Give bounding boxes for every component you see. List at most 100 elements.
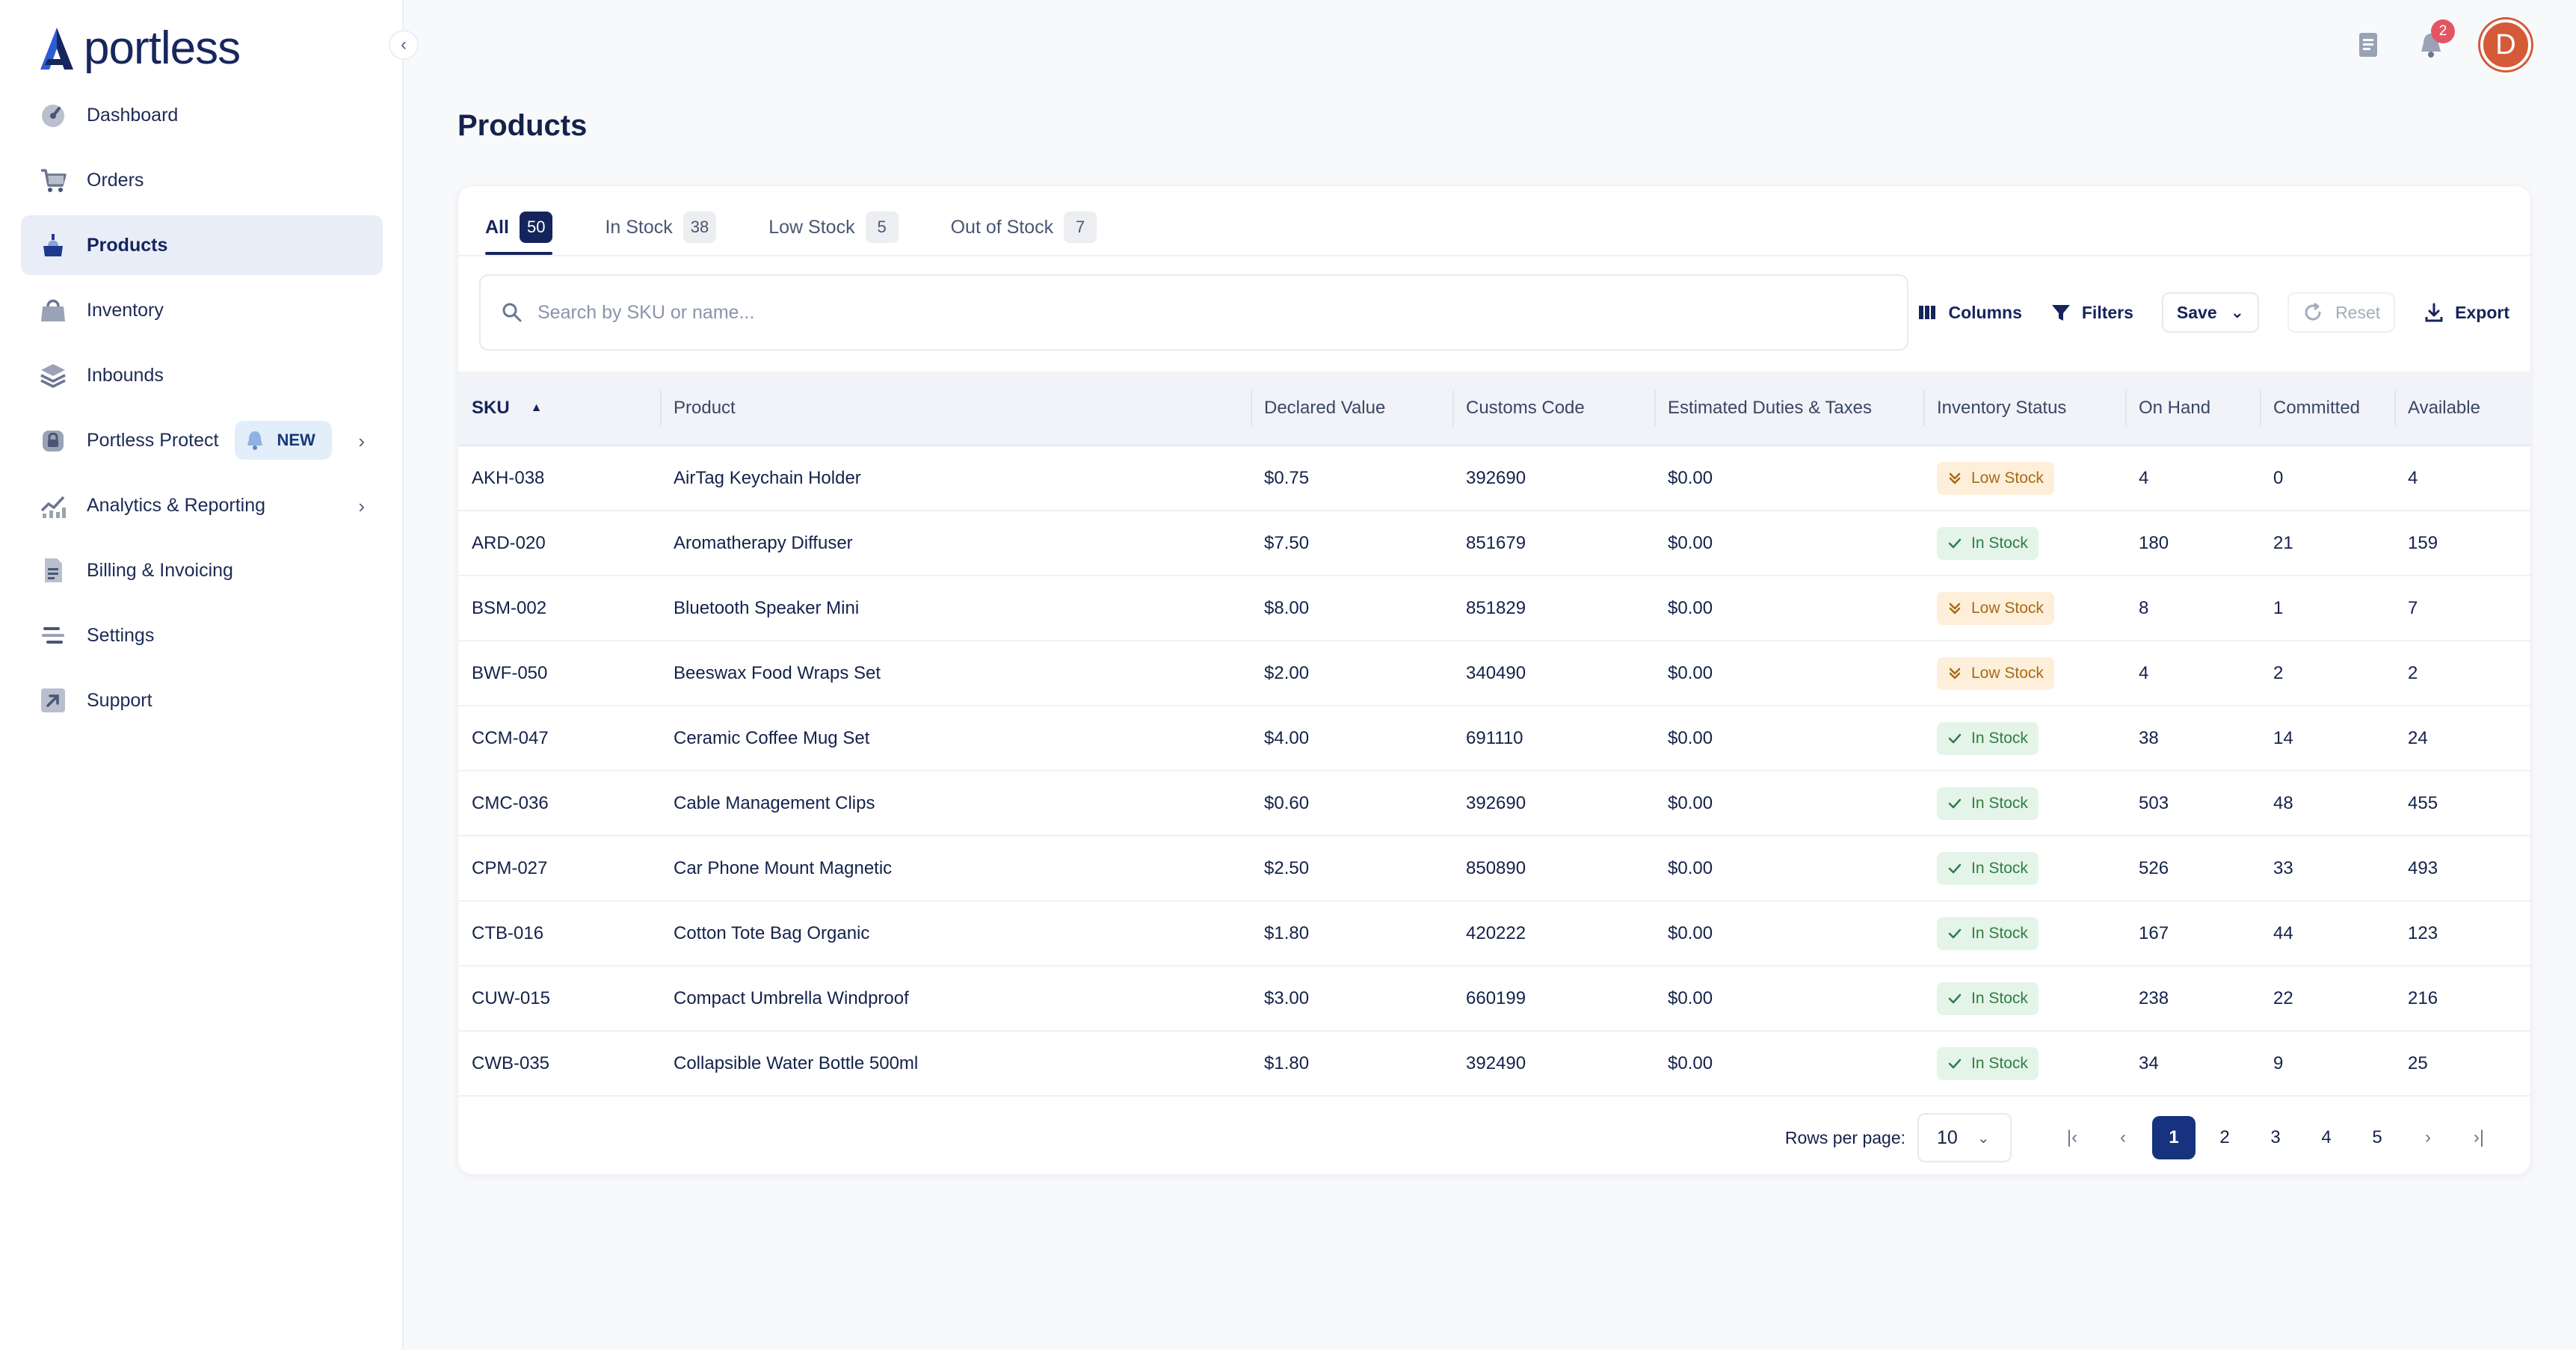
search-box xyxy=(479,274,1908,351)
column-header-customs-code[interactable]: Customs Code xyxy=(1452,371,1654,446)
available-cell: 25 xyxy=(2408,1052,2428,1073)
sku-cell: BWF-050 xyxy=(472,662,548,683)
sidebar-item-analytics-reporting[interactable]: Analytics & Reporting › xyxy=(21,475,383,535)
tab-low-stock[interactable]: Low Stock 5 xyxy=(768,203,899,252)
sidebar-item-label: Inventory xyxy=(87,299,164,321)
next-page-button[interactable]: › xyxy=(2406,1116,2450,1159)
sidebar-collapse-button[interactable]: ‹ xyxy=(389,30,419,60)
tab-out-of-stock[interactable]: Out of Stock 7 xyxy=(951,203,1097,252)
available-cell: 159 xyxy=(2408,532,2438,553)
table-row[interactable]: BWF-050 Beeswax Food Wraps Set $2.00 340490… xyxy=(458,641,2530,706)
rows-per-page-select[interactable]: 10 ⌄ xyxy=(1917,1113,2012,1162)
duties-cell: $0.00 xyxy=(1668,532,1713,553)
reset-icon xyxy=(2305,302,2321,321)
first-page-button[interactable]: |‹ xyxy=(2050,1116,2094,1159)
table-row[interactable]: ARD-020 Aromatherapy Diffuser $7.50 851679 $… xyxy=(458,511,2530,576)
sidebar-item-settings[interactable]: Settings xyxy=(21,605,383,665)
sidebar-item-billing-invoicing[interactable]: Billing & Invoicing xyxy=(21,540,383,600)
columns-button[interactable]: Columns xyxy=(1917,302,2022,323)
column-header-inventory-status[interactable]: Inventory Status xyxy=(1923,371,2125,446)
committed-cell: 48 xyxy=(2273,792,2293,813)
column-header-product[interactable]: Product xyxy=(660,371,1251,446)
notifications-button[interactable]: 2 xyxy=(2416,19,2455,60)
chevron-down-icon: ⌄ xyxy=(1976,1129,1990,1147)
previous-page-button[interactable]: ‹ xyxy=(2101,1116,2145,1159)
check-icon xyxy=(1948,928,1962,938)
column-header-committed[interactable]: Committed xyxy=(2260,371,2394,446)
column-header-declared-value[interactable]: Declared Value xyxy=(1251,371,1452,446)
status-label: In Stock xyxy=(1971,729,2028,747)
sku-cell: BSM-002 xyxy=(472,597,547,618)
products-card: All 50 In Stock 38 Low Stock 5 Out of St… xyxy=(457,185,2531,1175)
pagination: Rows per page: 10 ⌄ |‹ ‹ 1 2 3 4 5 › ›| xyxy=(1785,1113,2500,1162)
committed-cell: 44 xyxy=(2273,922,2293,943)
available-cell: 493 xyxy=(2408,857,2438,878)
page-button-5[interactable]: 5 xyxy=(2372,1127,2382,1147)
header-label: Available xyxy=(2408,398,2480,418)
tabs-divider xyxy=(458,255,2530,256)
last-page-button[interactable]: ›| xyxy=(2457,1116,2500,1159)
chevron-down-icon: ⌄ xyxy=(2230,303,2245,321)
on-hand-cell: 167 xyxy=(2139,922,2169,943)
sku-cell: AKH-038 xyxy=(472,467,545,488)
notes-icon xyxy=(2359,33,2377,57)
search-input[interactable] xyxy=(537,301,1883,324)
available-cell: 4 xyxy=(2408,467,2418,488)
column-header-available[interactable]: Available xyxy=(2394,371,2530,446)
table-row[interactable]: CCM-047 Ceramic Coffee Mug Set $4.00 691110… xyxy=(458,706,2530,771)
page-button-2[interactable]: 2 xyxy=(2219,1127,2230,1147)
declared-value-cell: $1.80 xyxy=(1264,1052,1310,1073)
declared-value-cell: $3.00 xyxy=(1264,987,1310,1008)
export-button[interactable]: Export xyxy=(2424,302,2509,323)
on-hand-cell: 8 xyxy=(2139,597,2149,618)
page-button-4[interactable]: 4 xyxy=(2321,1127,2332,1147)
sidebar-item-support[interactable]: Support xyxy=(21,671,383,730)
header-label: On Hand xyxy=(2139,398,2211,418)
sidebar-item-products[interactable]: Products xyxy=(21,215,383,275)
table-row[interactable]: CTB-016 Cotton Tote Bag Organic $1.80 42022… xyxy=(458,901,2530,967)
tab-label: In Stock xyxy=(605,216,673,238)
save-view-dropdown[interactable]: Save ⌄ xyxy=(2161,292,2260,333)
sku-cell: ARD-020 xyxy=(472,532,546,553)
sidebar-item-label: Portless Protect xyxy=(87,429,219,451)
last-page-icon: ›| xyxy=(2473,1127,2485,1147)
sidebar-item-inventory[interactable]: Inventory xyxy=(21,280,383,340)
tab-all[interactable]: All 50 xyxy=(485,203,553,255)
duties-cell: $0.00 xyxy=(1668,792,1713,813)
customs-code-cell: 392690 xyxy=(1466,467,1526,488)
sidebar-item-orders[interactable]: Orders xyxy=(21,150,383,210)
sidebar-item-portless-protect[interactable]: Portless Protect NEW › xyxy=(21,410,383,470)
tab-in-stock[interactable]: In Stock 38 xyxy=(605,203,717,252)
product-cell: Bluetooth Speaker Mini xyxy=(674,597,860,618)
avatar[interactable]: D xyxy=(2480,19,2531,70)
table-row[interactable]: CUW-015 Compact Umbrella Windproof $3.00 66… xyxy=(458,967,2530,1032)
inventory-status-cell: In Stock xyxy=(1923,851,2125,885)
sku-cell: CMC-036 xyxy=(472,792,549,813)
inventory-bag-icon xyxy=(39,296,67,324)
check-icon xyxy=(1948,798,1962,808)
reset-button[interactable]: Reset xyxy=(2287,292,2396,333)
table-row[interactable]: AKH-038 AirTag Keychain Holder $0.75 392690… xyxy=(458,446,2530,511)
search-icon xyxy=(502,303,522,322)
header-label: Product xyxy=(674,398,736,418)
sidebar-item-dashboard[interactable]: Dashboard xyxy=(21,85,383,145)
notes-button[interactable] xyxy=(2353,30,2383,60)
table-row[interactable]: CMC-036 Cable Management Clips $0.60 392690… xyxy=(458,771,2530,836)
table-header: SKU ▲ Product Declared Value Customs Cod… xyxy=(458,371,2530,446)
column-header-duties[interactable]: Estimated Duties & Taxes xyxy=(1654,371,1923,446)
status-label: In Stock xyxy=(1971,989,2028,1007)
tab-label: Out of Stock xyxy=(950,216,1054,238)
filters-button[interactable]: Filters xyxy=(2050,302,2133,323)
sidebar-item-label: Orders xyxy=(87,169,144,191)
column-header-sku[interactable]: SKU ▲ xyxy=(458,371,660,446)
page-button-1[interactable]: 1 xyxy=(2152,1116,2196,1159)
tab-count-badge: 5 xyxy=(865,212,899,243)
table-row[interactable]: CPM-027 Car Phone Mount Magnetic $2.50 8508… xyxy=(458,836,2530,901)
inventory-status-cell: In Stock xyxy=(1923,526,2125,560)
column-header-on-hand[interactable]: On Hand xyxy=(2125,371,2260,446)
table-row[interactable]: BSM-002 Bluetooth Speaker Mini $8.00 851829… xyxy=(458,576,2530,641)
sidebar-item-inbounds[interactable]: Inbounds xyxy=(21,345,383,405)
page-button-3[interactable]: 3 xyxy=(2270,1127,2281,1147)
portless-logo[interactable]: portless xyxy=(37,25,241,72)
table-row[interactable]: CWB-035 Collapsible Water Bottle 500ml $1.… xyxy=(458,1032,2530,1097)
